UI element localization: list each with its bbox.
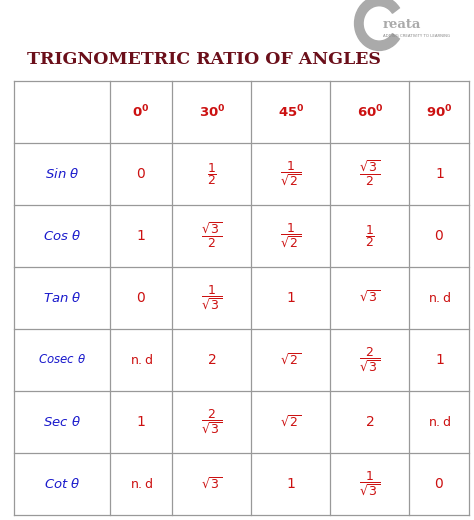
Text: $\sqrt{2}$: $\sqrt{2}$ bbox=[280, 414, 301, 430]
Text: $0$: $0$ bbox=[434, 229, 444, 243]
Text: $\mathbf{30^0}$: $\mathbf{30^0}$ bbox=[199, 103, 225, 120]
Text: reata: reata bbox=[383, 18, 421, 31]
Text: TRIGNOMETRIC RATIO OF ANGLES: TRIGNOMETRIC RATIO OF ANGLES bbox=[27, 51, 381, 68]
Text: $\dfrac{\sqrt{3}}{2}$: $\dfrac{\sqrt{3}}{2}$ bbox=[359, 159, 381, 188]
Text: ADDING CREATIVITY TO LEARNING: ADDING CREATIVITY TO LEARNING bbox=[383, 34, 450, 38]
Wedge shape bbox=[355, 0, 400, 50]
Text: $\mathit{Sec}\ \theta$: $\mathit{Sec}\ \theta$ bbox=[43, 415, 81, 429]
Text: $0$: $0$ bbox=[136, 166, 146, 180]
Text: $\dfrac{1}{2}$: $\dfrac{1}{2}$ bbox=[207, 161, 217, 187]
Text: $1$: $1$ bbox=[286, 477, 296, 491]
Text: $1$: $1$ bbox=[137, 415, 146, 429]
Text: $\dfrac{1}{\sqrt{3}}$: $\dfrac{1}{\sqrt{3}}$ bbox=[359, 470, 381, 498]
Text: $0$: $0$ bbox=[434, 477, 444, 491]
Text: $2$: $2$ bbox=[365, 415, 374, 429]
Text: $\dfrac{1}{2}$: $\dfrac{1}{2}$ bbox=[365, 223, 375, 249]
Text: $\mathbf{45^0}$: $\mathbf{45^0}$ bbox=[278, 103, 304, 120]
Text: $1$: $1$ bbox=[435, 166, 444, 180]
Text: $\sqrt{2}$: $\sqrt{2}$ bbox=[280, 352, 301, 367]
Text: $\dfrac{2}{\sqrt{3}}$: $\dfrac{2}{\sqrt{3}}$ bbox=[359, 346, 381, 374]
Text: $\mathbf{60^0}$: $\mathbf{60^0}$ bbox=[356, 103, 383, 120]
Text: $\mathrm{n.d}$: $\mathrm{n.d}$ bbox=[129, 353, 153, 367]
Text: $0$: $0$ bbox=[136, 291, 146, 305]
Text: $\dfrac{2}{\sqrt{3}}$: $\dfrac{2}{\sqrt{3}}$ bbox=[201, 408, 222, 436]
Text: $\sqrt{3}$: $\sqrt{3}$ bbox=[359, 290, 381, 305]
Text: $\mathbf{90^0}$: $\mathbf{90^0}$ bbox=[426, 103, 453, 120]
Text: $\sqrt{3}$: $\sqrt{3}$ bbox=[201, 476, 222, 491]
Text: $\mathit{Cot}\ \theta$: $\mathit{Cot}\ \theta$ bbox=[44, 477, 81, 491]
Text: $\dfrac{1}{\sqrt{2}}$: $\dfrac{1}{\sqrt{2}}$ bbox=[280, 160, 301, 188]
Text: $1$: $1$ bbox=[286, 291, 296, 305]
Text: $\mathit{Cosec}\ \theta$: $\mathit{Cosec}\ \theta$ bbox=[38, 353, 86, 366]
Text: $1$: $1$ bbox=[137, 229, 146, 243]
Text: $\mathit{Cos}\ \theta$: $\mathit{Cos}\ \theta$ bbox=[43, 229, 82, 243]
Text: $\mathrm{n.d}$: $\mathrm{n.d}$ bbox=[129, 477, 153, 491]
Text: $\dfrac{1}{\sqrt{2}}$: $\dfrac{1}{\sqrt{2}}$ bbox=[280, 222, 301, 250]
Text: $\mathrm{n.d}$: $\mathrm{n.d}$ bbox=[428, 291, 451, 305]
Text: $2$: $2$ bbox=[207, 353, 217, 367]
Text: $1$: $1$ bbox=[435, 353, 444, 367]
Text: $\mathbf{0^0}$: $\mathbf{0^0}$ bbox=[132, 103, 150, 120]
Text: $\mathrm{n.d}$: $\mathrm{n.d}$ bbox=[428, 415, 451, 429]
Text: $\dfrac{1}{\sqrt{3}}$: $\dfrac{1}{\sqrt{3}}$ bbox=[201, 284, 222, 311]
Text: $\mathit{Sin}\ \theta$: $\mathit{Sin}\ \theta$ bbox=[45, 166, 80, 180]
Text: $\dfrac{\sqrt{3}}{2}$: $\dfrac{\sqrt{3}}{2}$ bbox=[201, 221, 222, 251]
Text: $\mathit{Tan}\ \theta$: $\mathit{Tan}\ \theta$ bbox=[43, 291, 82, 305]
